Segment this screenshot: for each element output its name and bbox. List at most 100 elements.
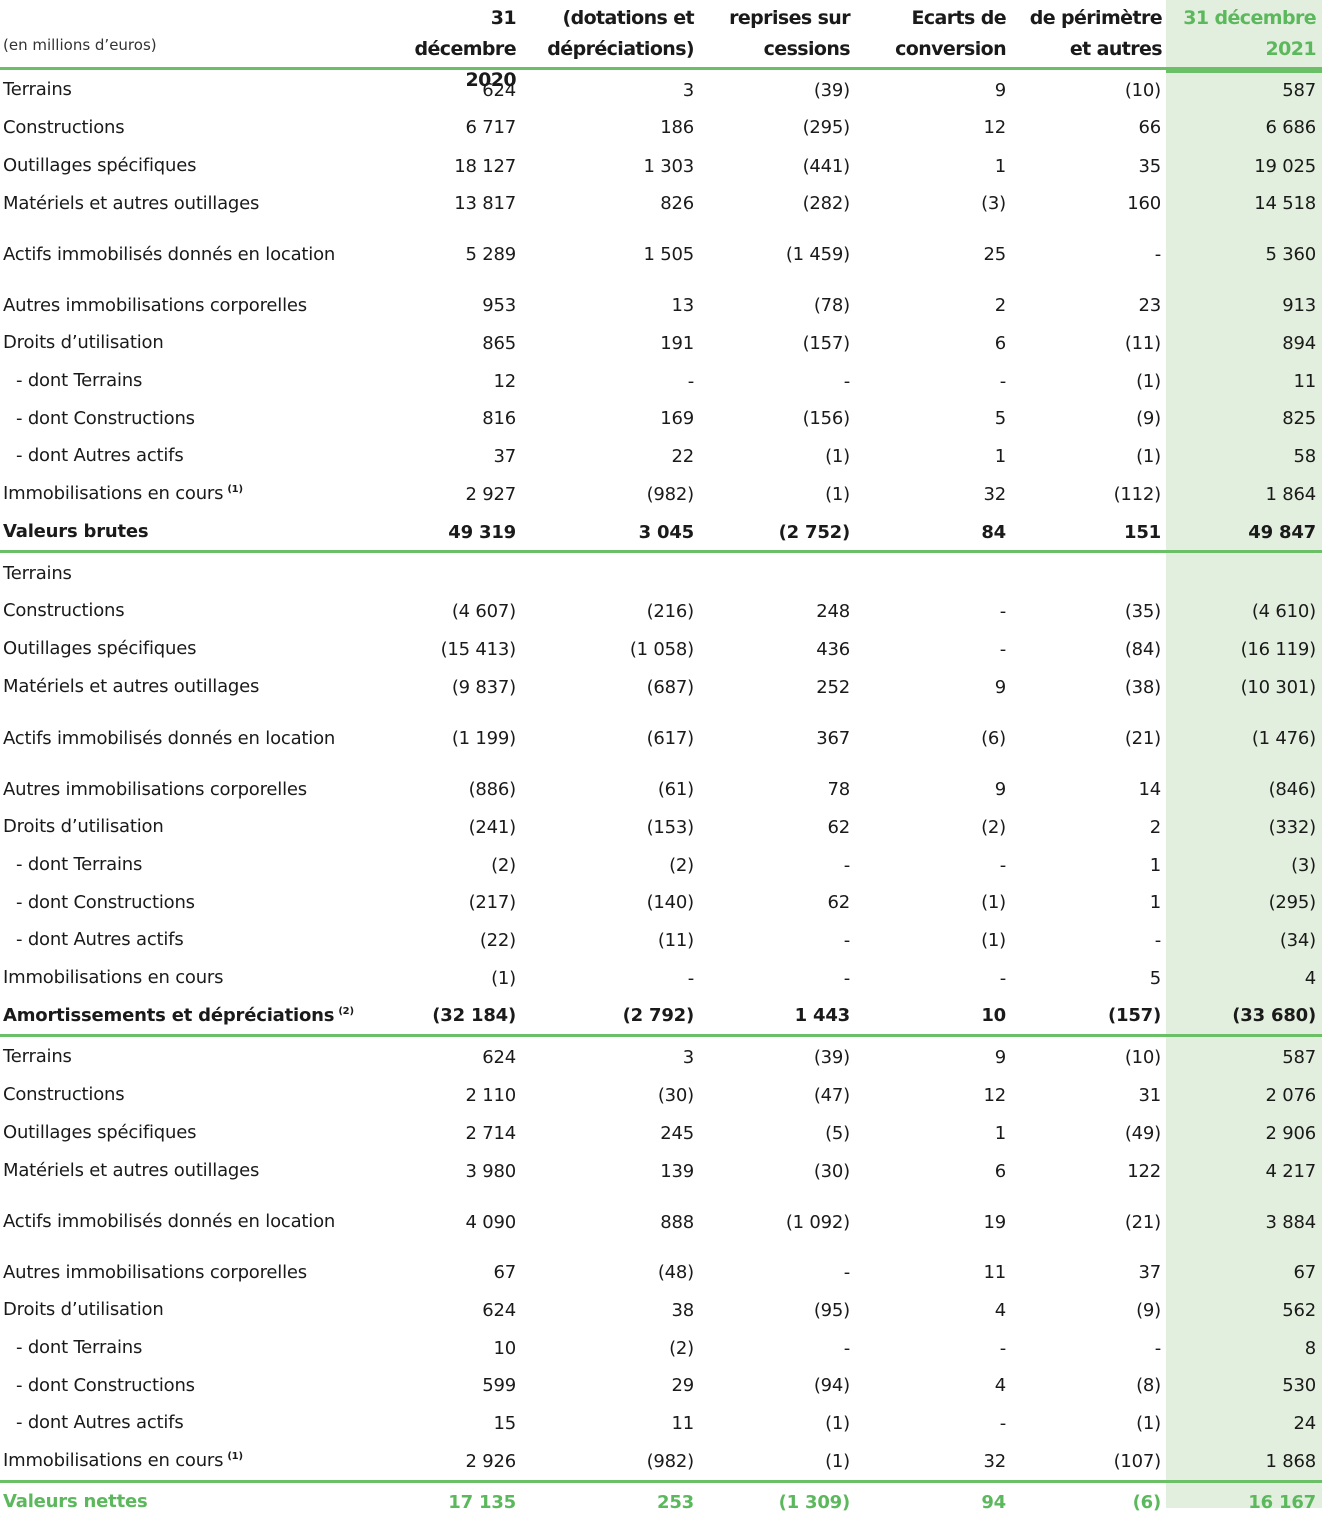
value-cell-5: 160 <box>1127 193 1161 214</box>
header-separator <box>0 67 1322 70</box>
value-cell-3: (157) <box>802 332 851 354</box>
section-separator <box>0 1034 1322 1037</box>
value-cell-2: (2 792) <box>622 1005 695 1026</box>
value-cell-6: 1 868 <box>1265 1450 1316 1472</box>
sub-row: - dont Constructions (217) (140) 62 (1) 1 (295… <box>0 884 1322 921</box>
header-col-reprises: reprises sur cessions <box>729 7 850 60</box>
row-label-text: - dont Constructions <box>16 1374 195 1396</box>
value-cell-3: (1) <box>825 1412 850 1434</box>
value-cell-6: (34) <box>1279 929 1316 951</box>
row-label-text: - dont Terrains <box>16 1337 143 1358</box>
value-cell-1 <box>384 555 516 592</box>
value-cell-6: (16 119) <box>1240 638 1317 660</box>
row-label-text: Valeurs brutes <box>3 521 149 542</box>
value-cell-2: 22 <box>671 445 694 467</box>
row-label-text: Amortissements et dépréciations <box>3 1004 335 1026</box>
row-label: Outillages spécifiques <box>3 147 383 185</box>
value-cell-4: - <box>999 370 1006 392</box>
value-cell-3: (1 092) <box>785 1211 850 1233</box>
table-row: Droits d’utilisation (241) (153) 62 (2) 2 (332… <box>0 808 1322 846</box>
value-cell-5: 1 <box>1149 854 1161 876</box>
value-cell-1: (15 413) <box>440 638 517 660</box>
value-cell-1: (1) <box>491 967 516 989</box>
row-label: Terrains <box>3 72 383 108</box>
value-cell-4: 84 <box>981 521 1006 543</box>
value-cell-6: (3) <box>1291 854 1316 876</box>
value-cell-5: 23 <box>1138 295 1161 316</box>
row-label: Autres immobilisations corporelles <box>3 771 383 808</box>
value-cell-1: 18 127 <box>454 155 516 177</box>
row-label-text: Autres immobilisations corporelles <box>3 778 307 800</box>
value-cell-1: 2 927 <box>465 483 516 505</box>
row-label: Matériels et autres outillages <box>3 185 383 222</box>
footnote-marker: (1) <box>227 1451 243 1462</box>
value-cell-2: 191 <box>660 332 694 354</box>
value-cell-6: 2 906 <box>1265 1122 1316 1144</box>
value-cell-4 <box>868 555 1006 592</box>
value-cell-2: (153) <box>646 816 695 838</box>
value-cell-4: - <box>999 967 1006 989</box>
value-cell-3: (47) <box>813 1084 850 1106</box>
row-label-text: Immobilisations en cours <box>3 483 224 504</box>
value-cell-5: 14 <box>1138 779 1161 800</box>
value-cell-4: 9 <box>994 779 1006 800</box>
value-cell-2: 169 <box>660 408 694 429</box>
value-cell-6: 587 <box>1282 1046 1316 1068</box>
value-cell-1: (9 837) <box>451 676 516 698</box>
value-cell-1: (241) <box>468 816 517 838</box>
table-row: Terrains 624 3 (39) 9 (10) 587 <box>0 72 1322 108</box>
value-cell-6: 2 076 <box>1265 1084 1316 1106</box>
value-cell-6: 11 <box>1293 370 1316 392</box>
value-cell-4: 25 <box>983 244 1006 265</box>
row-label: Immobilisations en cours (1) <box>3 475 383 513</box>
row-label: Matériels et autres outillages <box>3 668 383 706</box>
row-label: Autres immobilisations corporelles <box>3 287 383 324</box>
value-cell-4: 1 <box>994 1122 1006 1144</box>
table-row: Autres immobilisations corporelles 67 (48)… <box>0 1254 1322 1291</box>
value-cell-3: (1) <box>825 1450 850 1472</box>
value-cell-6: 4 217 <box>1265 1160 1316 1182</box>
row-label-text: Matériels et autres outillages <box>3 192 260 214</box>
row-label: Actifs immobilisés donnés en location <box>3 1190 383 1254</box>
value-cell-3: 436 <box>816 638 850 660</box>
sub-row: - dont Autres actifs 37 22 (1) 1 (1) 58 <box>0 437 1322 475</box>
row-label: Constructions <box>3 592 383 630</box>
value-cell-6: 8 <box>1304 1337 1316 1359</box>
value-cell-3: (5) <box>825 1122 850 1144</box>
value-cell-4: 4 <box>994 1375 1006 1396</box>
header-separator-accent <box>1166 70 1322 73</box>
value-cell-4: 11 <box>983 1262 1006 1283</box>
value-cell-1: 2 926 <box>465 1450 516 1472</box>
value-cell-4: - <box>999 600 1006 622</box>
value-cell-6: 825 <box>1282 408 1316 429</box>
row-label-text: Constructions <box>3 600 125 621</box>
value-cell-5: (9) <box>1136 408 1161 429</box>
row-label-text: Constructions <box>3 116 125 138</box>
value-cell-1: 12 <box>493 370 516 392</box>
table-row: Outillages spécifiques 18 127 1 303 (441) 1 3… <box>0 147 1322 185</box>
value-cell-3: (1 459) <box>785 244 850 265</box>
value-cell-2: 29 <box>671 1375 694 1396</box>
value-cell-1: 4 090 <box>465 1211 516 1233</box>
value-cell-3: (30) <box>813 1160 850 1182</box>
row-label-text: Outillages spécifiques <box>3 638 197 659</box>
value-cell-5: (1) <box>1136 445 1161 467</box>
value-cell-1: (886) <box>468 779 517 800</box>
row-label: Amortissements et dépréciations (2) <box>3 997 383 1034</box>
value-cell-3: 1 443 <box>794 1005 851 1026</box>
value-cell-1: 17 135 <box>448 1491 516 1513</box>
value-cell-3: - <box>843 1262 850 1283</box>
table-row: Autres immobilisations corporelles (886) (… <box>0 771 1322 808</box>
total-row: Amortissements et dépréciations (2) (32 18… <box>0 997 1322 1034</box>
value-cell-6: 1 864 <box>1265 483 1316 505</box>
table-row: Immobilisations en cours (1) 2 927 (982) (1)… <box>0 475 1322 513</box>
value-cell-6: 587 <box>1282 79 1316 101</box>
value-cell-1: 624 <box>482 79 516 101</box>
total-row: Valeurs brutes 49 319 3 045 (2 752) 84 151 49 … <box>0 513 1322 551</box>
value-cell-5: (35) <box>1124 600 1161 622</box>
sub-row: - dont Terrains 12 - - - (1) 11 <box>0 362 1322 400</box>
value-cell-1: 13 817 <box>454 193 516 214</box>
row-label: Terrains <box>3 555 383 592</box>
header-col-conversion: Ecarts de conversion <box>895 7 1006 60</box>
header-col-2020: 31 décembre 2020 <box>414 7 517 91</box>
